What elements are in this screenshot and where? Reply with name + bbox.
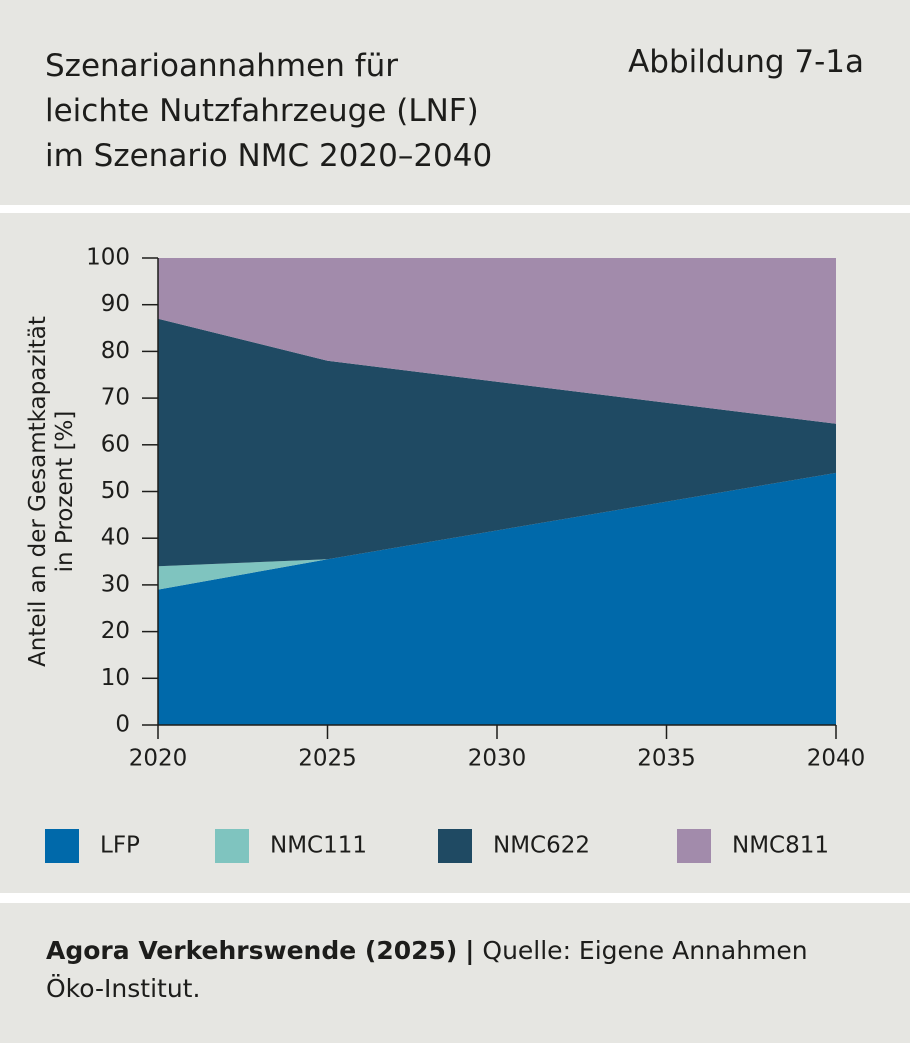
- legend-label: LFP: [100, 833, 140, 859]
- x-tick-label: 2040: [807, 746, 866, 772]
- y-tick-label: 60: [101, 431, 130, 457]
- y-tick-label: 70: [101, 385, 130, 411]
- legend-label: NMC622: [493, 833, 590, 859]
- x-tick-label: 2020: [129, 746, 188, 772]
- x-tick-label: 2035: [637, 746, 696, 772]
- area: [158, 318, 836, 567]
- y-tick-label: 10: [101, 665, 130, 691]
- footer-panel: [0, 903, 910, 1043]
- area: [158, 472, 836, 725]
- y-tick-label: 20: [101, 618, 130, 644]
- y-tick-label: 100: [86, 245, 130, 271]
- figure-label: Abbildung 7-1a: [628, 44, 864, 80]
- chart-title: im Szenario NMC 2020–2040: [45, 138, 493, 174]
- x-tick-label: 2030: [468, 746, 527, 772]
- legend-swatch: [45, 829, 79, 863]
- legend-swatch: [215, 829, 249, 863]
- chart-title: Szenarioannahmen für: [45, 48, 399, 84]
- legend-label: NMC811: [732, 833, 829, 859]
- y-tick-label: 50: [101, 478, 130, 504]
- header-panel: [0, 0, 910, 205]
- footer: Agora Verkehrswende (2025) | Quelle: Eig…: [46, 932, 846, 1008]
- separator: |: [465, 936, 475, 965]
- publisher: Agora Verkehrswende (2025): [46, 936, 458, 965]
- y-tick-label: 90: [101, 291, 130, 317]
- y-tick-label: 80: [101, 338, 130, 364]
- x-tick-label: 2025: [298, 746, 357, 772]
- y-tick-label: 0: [115, 712, 130, 738]
- area: [158, 258, 836, 424]
- y-axis-label-line: in Prozent [%]: [52, 411, 78, 573]
- chart-title: leichte Nutzfahrzeuge (LNF): [45, 93, 479, 129]
- y-axis-label: Anteil an der Gesamtkapazitätin Prozent …: [25, 316, 78, 667]
- y-tick-label: 40: [101, 525, 130, 551]
- legend-swatch: [677, 829, 711, 863]
- y-tick-label: 30: [101, 571, 130, 597]
- source: Quelle: Eigene Annahmen Öko-Institut.: [46, 936, 808, 1003]
- legend-swatch: [438, 829, 472, 863]
- y-axis-label-line: Anteil an der Gesamtkapazität: [25, 316, 51, 667]
- legend-label: NMC111: [270, 833, 367, 859]
